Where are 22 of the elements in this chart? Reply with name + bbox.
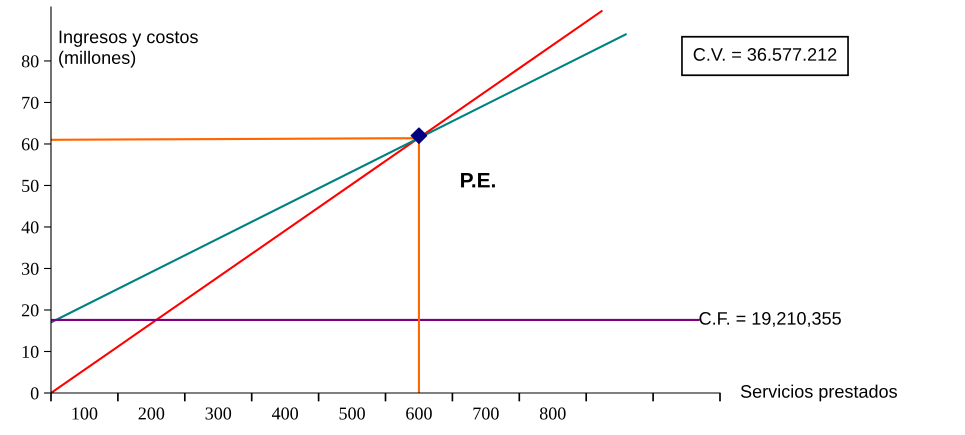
y-tick-label: 30: [22, 262, 39, 275]
y-tick-label: 80: [22, 55, 39, 68]
x-tick-label: 600: [406, 407, 432, 420]
y-axis-title: Ingresos y costos (millones): [59, 30, 198, 68]
x-tick-label: 300: [206, 407, 232, 420]
y-tick-label: 40: [21, 221, 39, 234]
annotation: C.V. = 36.577.212: [694, 48, 836, 61]
annotation: P.E.: [461, 173, 495, 188]
x-tick-label: 100: [72, 407, 98, 420]
x-tick-label: 700: [474, 407, 499, 420]
annotation: C.F. = 19,210,355: [700, 312, 841, 327]
y-tick-label: 20: [22, 304, 39, 316]
x-axis-title: Servicios prestados: [740, 384, 897, 402]
x-tick-label: 800: [540, 407, 566, 420]
y-tick-label: 10: [22, 346, 39, 358]
x-tick-label: 500: [340, 407, 365, 420]
x-tick-label: 400: [272, 407, 298, 420]
y-tick-label: 60: [22, 138, 39, 150]
y-tick-label: 0: [30, 387, 39, 400]
y-tick-label: 50: [22, 180, 39, 192]
y-tick-label: 70: [22, 96, 39, 109]
x-tick-label: 200: [138, 407, 164, 420]
